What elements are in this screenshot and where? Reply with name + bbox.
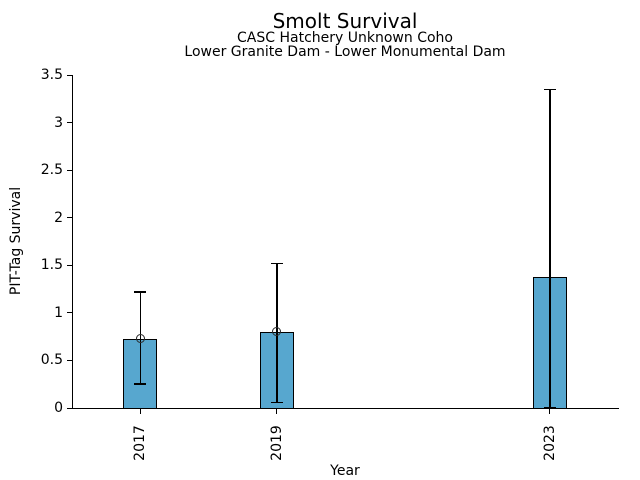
y-tick-mark [67,359,72,361]
x-tick-mark [549,409,551,414]
y-tick-label: 0.5 [40,352,63,369]
y-tick-mark [67,122,72,124]
x-tick-mark [276,409,278,414]
y-tick-label: 1 [54,304,63,321]
y-axis-label: PIT-Tag Survival [8,186,24,296]
y-tick-mark [67,169,72,171]
error-bar-cap-lower [543,407,556,409]
y-tick-label: 0 [54,400,63,416]
y-tick-label: 1.5 [40,257,63,274]
x-tick-label-year: 2023 [541,425,558,461]
x-tick-label-year: 2017 [132,425,149,461]
y-tick-mark [67,264,72,266]
x-axis-label: Year [330,463,360,479]
error-bar-cap-lower [270,401,283,404]
y-tick-label: 2 [54,209,63,226]
y-tick-label: 2.5 [40,162,63,179]
error-bar-cap-lower [134,383,147,385]
y-tick-mark [67,217,72,219]
x-tick-label-year: 2019 [268,425,285,461]
point-estimate-marker [272,327,282,337]
y-tick-label: 3.5 [40,67,63,83]
plot-area [72,75,619,409]
point-estimate-marker [135,334,145,344]
y-tick-mark [67,312,72,314]
error-bar-cap-upper [134,291,147,293]
chart-subtitle-stock: CASC Hatchery Unknown Coho [237,30,453,46]
x-tick-mark [139,409,141,414]
chart-subtitle-reach: Lower Granite Dam - Lower Monumental Dam [184,44,506,60]
error-bar-cap-upper [270,262,283,265]
error-bar-line [549,89,551,408]
y-tick-mark [67,407,72,409]
y-tick-mark [67,74,72,76]
y-tick-label: 3 [54,114,63,131]
error-bar-cap-upper [543,88,556,91]
chart-title: Smolt Survival [272,9,418,33]
